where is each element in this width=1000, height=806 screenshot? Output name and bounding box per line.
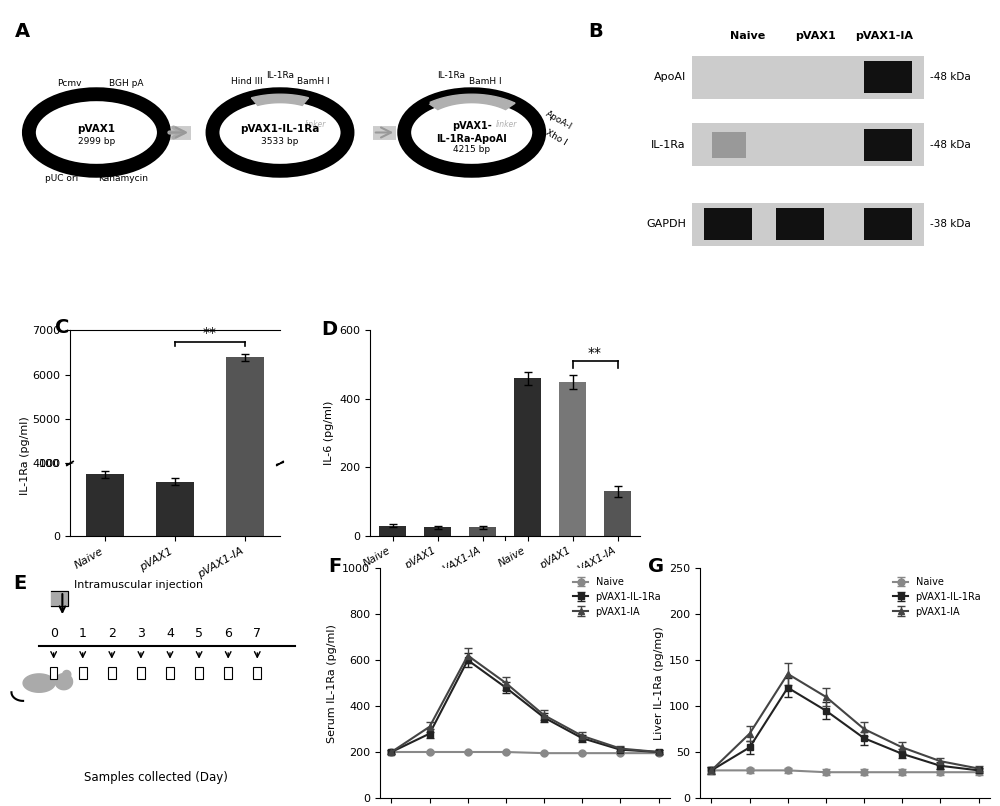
FancyBboxPatch shape <box>864 129 912 161</box>
Legend: Naive, pVAX1-IL-1Ra, pVAX1-IA: Naive, pVAX1-IL-1Ra, pVAX1-IA <box>569 573 665 621</box>
Polygon shape <box>63 671 71 679</box>
Bar <box>226 357 264 641</box>
Text: IL-1Ra: IL-1Ra <box>266 70 294 80</box>
Text: -38 kDa: -38 kDa <box>930 219 971 230</box>
Bar <box>379 526 406 536</box>
Text: Xho I: Xho I <box>544 127 568 147</box>
Bar <box>559 382 586 536</box>
Text: ApoA-I: ApoA-I <box>544 110 573 132</box>
Bar <box>226 0 264 536</box>
Text: **: ** <box>203 326 217 340</box>
Text: IL-1Ra: IL-1Ra <box>437 70 465 80</box>
Bar <box>79 667 87 679</box>
Bar <box>195 667 203 679</box>
Text: 2999 bp: 2999 bp <box>78 136 115 146</box>
Text: pVAX1-IA: pVAX1-IA <box>855 31 913 41</box>
Text: **: ** <box>588 346 602 359</box>
Polygon shape <box>428 94 515 110</box>
Bar <box>86 637 124 641</box>
Bar <box>224 667 232 679</box>
Text: Kanamycin: Kanamycin <box>98 174 148 183</box>
Text: 7: 7 <box>253 627 261 640</box>
Text: Naive: Naive <box>730 31 766 41</box>
Text: BGH pA: BGH pA <box>109 79 143 88</box>
Bar <box>166 667 174 679</box>
Bar <box>469 527 496 536</box>
Text: pVAX1: pVAX1 <box>77 124 115 134</box>
Bar <box>137 667 145 679</box>
Text: pVAX1-: pVAX1- <box>452 122 492 131</box>
Text: GAPDH: GAPDH <box>646 219 686 230</box>
Legend: Naive, pVAX1-IL-1Ra, pVAX1-IA: Naive, pVAX1-IL-1Ra, pVAX1-IA <box>889 573 985 621</box>
Text: Hind III: Hind III <box>231 77 262 85</box>
FancyBboxPatch shape <box>712 131 746 158</box>
Text: 3533 bp: 3533 bp <box>261 136 299 146</box>
Bar <box>424 527 451 536</box>
Text: Samples collected (Day): Samples collected (Day) <box>84 771 227 784</box>
Text: IL-1Ra: IL-1Ra <box>651 139 686 150</box>
Text: C: C <box>55 318 69 338</box>
Text: 4: 4 <box>166 627 174 640</box>
Text: A: A <box>15 23 31 41</box>
FancyBboxPatch shape <box>704 208 752 240</box>
Text: E: E <box>13 574 26 593</box>
Text: 4215 bp: 4215 bp <box>453 145 490 154</box>
FancyBboxPatch shape <box>692 123 924 166</box>
FancyBboxPatch shape <box>864 208 912 240</box>
Text: 0: 0 <box>50 627 58 640</box>
Text: F: F <box>328 557 341 575</box>
Text: linker: linker <box>304 120 326 129</box>
Bar <box>514 378 541 536</box>
FancyBboxPatch shape <box>864 61 912 93</box>
Y-axis label: Serum IL-1Ra (pg/ml): Serum IL-1Ra (pg/ml) <box>327 624 337 742</box>
Polygon shape <box>51 592 68 605</box>
Text: 5: 5 <box>195 627 203 640</box>
FancyBboxPatch shape <box>692 56 924 99</box>
Text: pVAX1: pVAX1 <box>796 31 836 41</box>
Text: BamH I: BamH I <box>297 77 330 85</box>
Bar <box>604 492 631 536</box>
Y-axis label: Liver IL-1Ra (pg/mg): Liver IL-1Ra (pg/mg) <box>654 626 664 740</box>
Y-axis label: IL-6 (pg/ml): IL-6 (pg/ml) <box>324 401 334 465</box>
Bar <box>86 474 124 536</box>
Polygon shape <box>251 94 309 106</box>
Text: 2: 2 <box>108 627 116 640</box>
Polygon shape <box>23 674 55 692</box>
Bar <box>50 667 57 679</box>
Text: B: B <box>588 23 603 41</box>
Text: 1: 1 <box>79 627 87 640</box>
Polygon shape <box>55 674 73 690</box>
Text: BamH I: BamH I <box>469 77 501 85</box>
Text: pUC ori: pUC ori <box>45 174 78 183</box>
Text: -48 kDa: -48 kDa <box>930 139 971 150</box>
Text: 6: 6 <box>224 627 232 640</box>
Text: linker: linker <box>496 120 517 129</box>
Text: IL-1Ra-ApoAI: IL-1Ra-ApoAI <box>436 134 507 143</box>
Text: D: D <box>321 320 338 339</box>
FancyBboxPatch shape <box>776 208 824 240</box>
Text: -48 kDa: -48 kDa <box>930 73 971 82</box>
Text: G: G <box>648 557 664 575</box>
Text: Pcmv: Pcmv <box>57 79 82 88</box>
Bar <box>156 638 194 641</box>
Bar <box>156 481 194 536</box>
Bar <box>253 667 261 679</box>
Text: Intramuscular injection: Intramuscular injection <box>74 580 203 590</box>
Text: IL-1β stimulation: IL-1β stimulation <box>503 589 597 599</box>
Text: 3: 3 <box>137 627 145 640</box>
Bar <box>108 667 116 679</box>
Text: IL-1Ra (pg/ml): IL-1Ra (pg/ml) <box>20 416 30 495</box>
Text: ApoAI: ApoAI <box>654 73 686 82</box>
FancyBboxPatch shape <box>692 203 924 246</box>
Text: pVAX1-IL-1Ra: pVAX1-IL-1Ra <box>240 124 320 134</box>
